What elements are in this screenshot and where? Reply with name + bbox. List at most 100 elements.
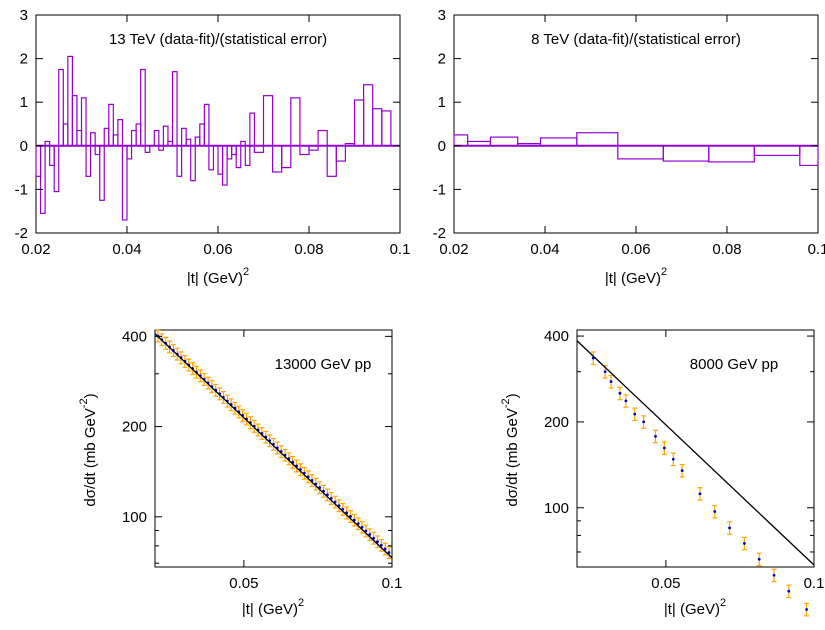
residual-bars <box>453 132 819 167</box>
fit-line <box>576 340 815 566</box>
residual-bar <box>221 145 228 186</box>
data-point <box>671 457 675 461</box>
residual-bar <box>617 145 664 160</box>
plot-frame <box>576 329 815 568</box>
data-point <box>618 391 622 395</box>
y-tick-label: 100 <box>122 509 147 526</box>
residual-bar <box>194 136 201 147</box>
y-axis-ticks: 100 200 400 <box>122 328 392 564</box>
plot-frame <box>154 329 393 568</box>
x-tick-label: 0.1 <box>804 575 825 592</box>
residual-bar <box>517 143 542 147</box>
y-tick-label: 3 <box>438 7 446 24</box>
residual-bar <box>662 145 710 162</box>
data-point <box>654 434 657 438</box>
residual-bar <box>135 123 142 147</box>
chart-title: 8000 GeV pp <box>690 356 778 373</box>
residual-bar <box>299 145 310 156</box>
y-tick-label: 0 <box>20 138 28 155</box>
x-axis-label: |t| (GeV)2 <box>605 266 667 287</box>
data-point <box>713 510 717 513</box>
residual-bar <box>203 103 210 147</box>
residual-bar <box>103 127 110 147</box>
data-point <box>603 370 607 374</box>
y-axis-label: dσ/dt (mb GeV-2) <box>500 393 521 506</box>
residual-bar <box>144 145 151 153</box>
residual-bar <box>185 138 192 147</box>
y-axis-ticks: -2 -1 0 1 2 3 <box>433 7 818 242</box>
residual-bar <box>335 145 346 162</box>
residual-bar <box>49 145 55 167</box>
x-tick-label: 0.02 <box>439 241 468 258</box>
data-point <box>742 542 746 545</box>
residual-bar <box>140 68 146 147</box>
y-tick-label: 2 <box>438 51 446 68</box>
y-tick-label: 200 <box>544 414 569 431</box>
residual-bar <box>372 108 383 147</box>
data-point <box>633 412 637 416</box>
residual-bar <box>39 145 46 214</box>
x-tick-label: 0.06 <box>203 241 232 258</box>
residual-bar <box>71 95 78 147</box>
y-tick-label: 0 <box>438 138 446 155</box>
x-tick-label: 0.02 <box>21 241 50 258</box>
residual-bar <box>235 145 242 169</box>
residual-bar <box>62 123 69 147</box>
residual-bar <box>217 145 224 175</box>
residual-bar <box>181 127 187 147</box>
x-tick-label: 0.1 <box>382 575 403 592</box>
data-point <box>372 536 376 540</box>
y-tick-label: -2 <box>15 225 28 242</box>
residual-bar <box>112 134 119 147</box>
cross-section-chart-13000gev: 13000 GeV pp 0.05 0.1 100 200 400 |t| (GeV)… <box>78 328 402 618</box>
residual-bar <box>262 95 274 147</box>
x-axis-label: |t| (GeV)2 <box>187 266 249 287</box>
data-point <box>383 547 387 551</box>
data-point <box>379 543 383 547</box>
data-point <box>376 540 379 544</box>
residual-bar <box>281 145 292 169</box>
residual-bar <box>753 145 801 156</box>
residual-bar <box>353 99 365 147</box>
residual-bar <box>799 145 819 167</box>
y-tick-label: 1 <box>20 94 28 111</box>
residual-bar <box>363 84 374 147</box>
data-point <box>642 420 646 424</box>
residual-bar <box>158 145 165 151</box>
residual-bar <box>344 143 356 147</box>
chart-title: 8 TeV (data-fit)/(statistical error) <box>531 31 741 48</box>
y-axis-ticks: -2 -1 0 1 2 3 <box>15 7 400 242</box>
y-tick-label: 3 <box>20 7 28 24</box>
data-point <box>787 589 791 593</box>
data-points <box>590 351 810 617</box>
y-tick-label: -1 <box>15 181 28 198</box>
residual-bar <box>249 112 256 147</box>
residual-bar <box>199 123 205 147</box>
residual-bar <box>489 136 519 147</box>
fit-line <box>154 333 393 559</box>
residual-bar <box>108 103 114 147</box>
x-tick-label: 0.05 <box>651 575 680 592</box>
x-axis-ticks: 0.05 0.1 <box>229 330 402 592</box>
residual-bar <box>244 145 251 167</box>
residual-bar <box>171 71 178 147</box>
x-axis-ticks: 0.02 0.04 0.06 0.08 0.1 <box>439 15 825 258</box>
residual-bar <box>117 119 124 147</box>
x-axis-ticks: 0.05 0.1 <box>651 330 824 592</box>
data-point <box>757 557 761 561</box>
data-point <box>609 380 613 383</box>
residual-bar <box>240 140 246 147</box>
residual-bar <box>94 145 101 156</box>
chart-title: 13 TeV (data-fit)/(statistical error) <box>109 31 327 48</box>
residual-bar <box>253 145 265 153</box>
residual-bar <box>190 145 196 182</box>
residual-bar <box>121 145 128 221</box>
data-point <box>680 469 684 473</box>
y-tick-label: 100 <box>544 500 569 517</box>
residual-bar <box>317 129 328 147</box>
data-point <box>728 526 731 530</box>
residual-bar <box>290 97 301 147</box>
x-axis-label: |t| (GeV)2 <box>242 597 304 618</box>
y-tick-label: 400 <box>544 328 569 345</box>
